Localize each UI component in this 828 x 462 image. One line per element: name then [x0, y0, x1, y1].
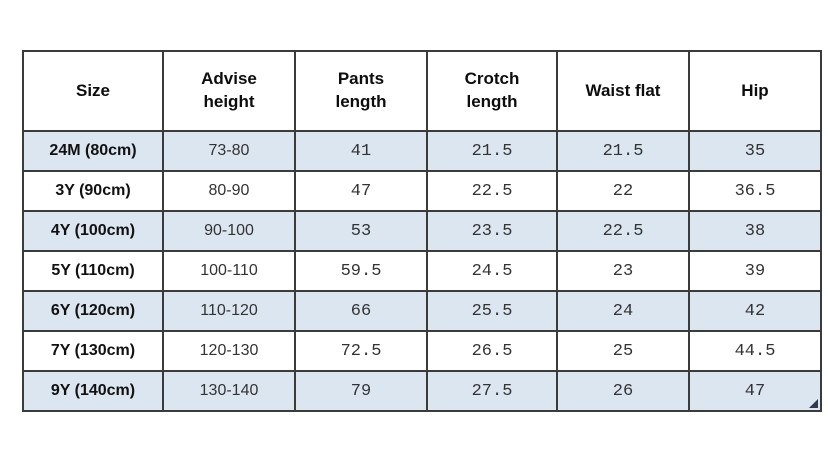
- column-header-label: Advise height: [201, 69, 257, 111]
- cell-crotch-length: 25.5: [426, 290, 558, 332]
- cell-size: 5Y (110cm): [22, 250, 164, 292]
- cell-waist-flat: 22.5: [556, 210, 690, 252]
- size-chart-table: Size Advise height Pants length Crotch l…: [22, 50, 822, 412]
- cell-crotch-length: 22.5: [426, 170, 558, 212]
- header-row: Size Advise height Pants length Crotch l…: [22, 50, 822, 132]
- cell-hip: 35: [688, 130, 822, 172]
- column-header-waist-flat: Waist flat: [556, 50, 690, 132]
- table-header: Size Advise height Pants length Crotch l…: [22, 50, 822, 132]
- column-header-label: Hip: [741, 80, 769, 100]
- column-header-label: Pants length: [335, 69, 387, 111]
- cell-hip: 38: [688, 210, 822, 252]
- cell-advise-height: 80-90: [162, 170, 296, 212]
- cell-crotch-length: 23.5: [426, 210, 558, 252]
- cell-pants-length: 79: [294, 370, 428, 412]
- cell-pants-length: 59.5: [294, 250, 428, 292]
- column-header-hip: Hip: [688, 50, 822, 132]
- cell-crotch-length: 26.5: [426, 330, 558, 372]
- column-header-label: Waist flat: [585, 80, 661, 100]
- table-body: 24M (80cm) 73-80 41 21.5 21.5 35 3Y (90cm) 80-9…: [22, 130, 822, 412]
- cell-hip: 39: [688, 250, 822, 292]
- cell-pants-length: 53: [294, 210, 428, 252]
- cell-advise-height: 130-140: [162, 370, 296, 412]
- cell-size: 4Y (100cm): [22, 210, 164, 252]
- cell-crotch-length: 27.5: [426, 370, 558, 412]
- cell-pants-length: 66: [294, 290, 428, 332]
- cell-hip: 36.5: [688, 170, 822, 212]
- table-row: 7Y (130cm) 120-130 72.5 26.5 25 44.5: [22, 330, 822, 372]
- column-header-label: Size: [75, 80, 111, 100]
- column-header-advise-height: Advise height: [162, 50, 296, 132]
- cell-waist-flat: 22: [556, 170, 690, 212]
- cell-crotch-length: 24.5: [426, 250, 558, 292]
- cell-size: 24M (80cm): [22, 130, 164, 172]
- table-row: 4Y (100cm) 90-100 53 23.5 22.5 38: [22, 210, 822, 252]
- cell-hip: 47: [688, 370, 822, 412]
- cell-pants-length: 41: [294, 130, 428, 172]
- cell-size: 7Y (130cm): [22, 330, 164, 372]
- cell-hip: 44.5: [688, 330, 822, 372]
- table-row: 24M (80cm) 73-80 41 21.5 21.5 35: [22, 130, 822, 172]
- column-header-size: Size: [22, 50, 164, 132]
- cell-waist-flat: 26: [556, 370, 690, 412]
- table-row: 5Y (110cm) 100-110 59.5 24.5 23 39: [22, 250, 822, 292]
- cell-advise-height: 73-80: [162, 130, 296, 172]
- column-header-crotch-length: Crotch length: [426, 50, 558, 132]
- table-row: 9Y (140cm) 130-140 79 27.5 26 47: [22, 370, 822, 412]
- cell-waist-flat: 24: [556, 290, 690, 332]
- cell-selection-handle-icon: [809, 399, 818, 408]
- cell-size: 9Y (140cm): [22, 370, 164, 412]
- cell-size: 3Y (90cm): [22, 170, 164, 212]
- cell-advise-height: 100-110: [162, 250, 296, 292]
- cell-advise-height: 110-120: [162, 290, 296, 332]
- cell-waist-flat: 25: [556, 330, 690, 372]
- cell-pants-length: 47: [294, 170, 428, 212]
- cell-pants-length: 72.5: [294, 330, 428, 372]
- table-row: 6Y (120cm) 110-120 66 25.5 24 42: [22, 290, 822, 332]
- cell-waist-flat: 21.5: [556, 130, 690, 172]
- column-header-pants-length: Pants length: [294, 50, 428, 132]
- cell-waist-flat: 23: [556, 250, 690, 292]
- cell-crotch-length: 21.5: [426, 130, 558, 172]
- cell-hip: 42: [688, 290, 822, 332]
- table-row: 3Y (90cm) 80-90 47 22.5 22 36.5: [22, 170, 822, 212]
- cell-advise-height: 90-100: [162, 210, 296, 252]
- column-header-label: Crotch length: [464, 69, 520, 111]
- cell-advise-height: 120-130: [162, 330, 296, 372]
- cell-size: 6Y (120cm): [22, 290, 164, 332]
